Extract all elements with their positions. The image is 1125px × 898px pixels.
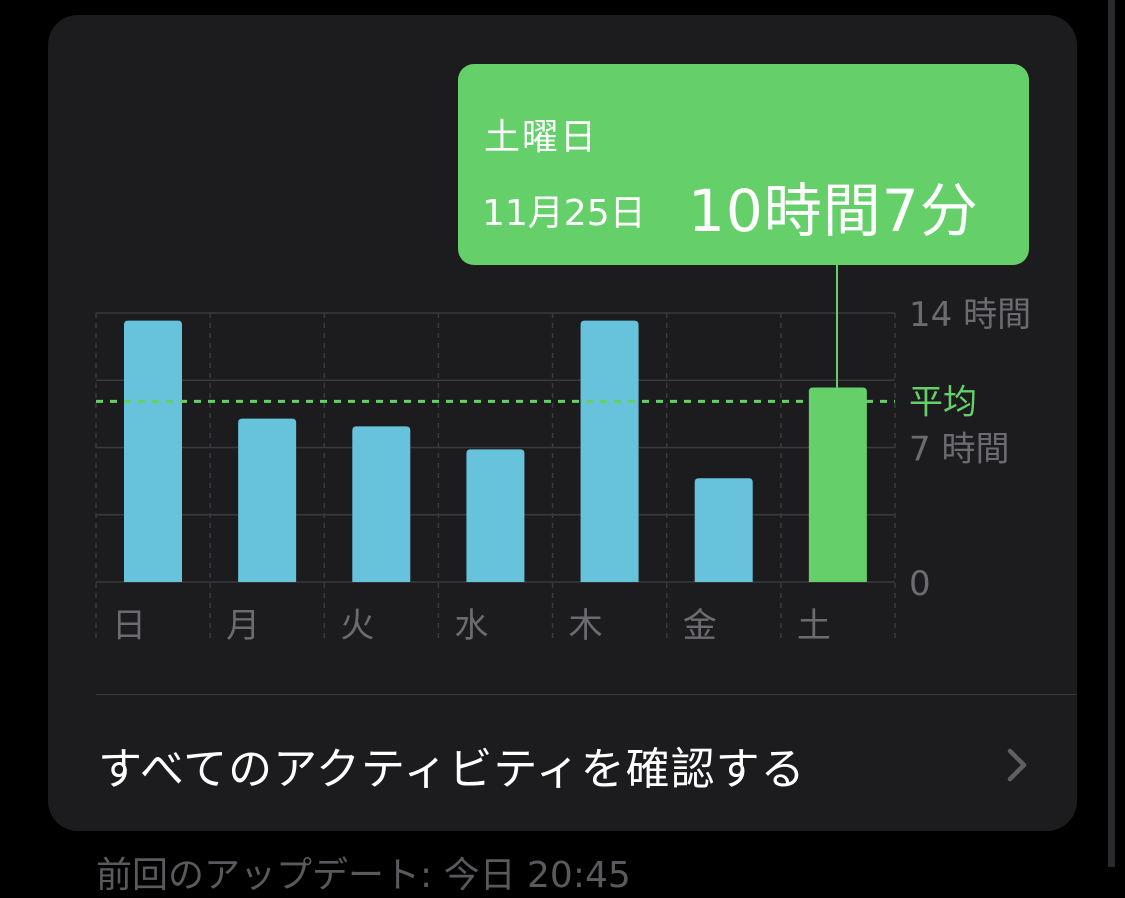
- y-tick-label: 0: [909, 564, 931, 604]
- bar-selected-土: [808, 387, 867, 582]
- x-tick-label-月: 月: [226, 606, 260, 646]
- section-divider: [96, 694, 1077, 695]
- x-tick-label-金: 金: [683, 606, 717, 646]
- tooltip-duration-value: 10時間7分: [688, 177, 979, 245]
- last-updated-text: 前回のアップデート: 今日 20:45: [96, 855, 631, 896]
- y-tick-label: 14 時間: [909, 295, 1031, 335]
- see-all-activity-row[interactable]: すべてのアクティビティを確認する: [48, 705, 1077, 831]
- x-tick-label-木: 木: [569, 606, 603, 646]
- average-label: 平均: [909, 382, 977, 422]
- x-tick-label-日: 日: [112, 606, 146, 646]
- x-tick-label-土: 土: [797, 606, 831, 646]
- bar-木: [580, 320, 639, 582]
- bar-月: [238, 418, 297, 582]
- see-all-activity-label: すべてのアクティビティを確認する: [98, 744, 806, 795]
- tooltip-connector-line: [836, 265, 838, 390]
- weekly-usage-chart: 平均 14 時間 7 時間 0 日 月 火 水 木 金 土: [95, 295, 1031, 646]
- selected-day-tooltip: 土曜日 11月25日 10時間7分: [458, 64, 1029, 265]
- bar-金: [694, 478, 753, 582]
- y-tick-label: 7 時間: [909, 430, 1009, 470]
- x-tick-label-火: 火: [340, 606, 374, 646]
- x-tick-label-水: 水: [454, 606, 488, 646]
- bar-火: [352, 426, 411, 582]
- screen-time-card: 平均 14 時間 7 時間 0 日 月 火 水 木 金 土 土曜日 11月25日 10時間7分 すべ…: [48, 15, 1077, 831]
- tooltip-date-label: 11月25日: [482, 193, 646, 234]
- scrollbar[interactable]: [1108, 0, 1115, 867]
- bar-日: [124, 320, 182, 582]
- chevron-right-icon: [1007, 748, 1027, 782]
- tooltip-day-label: 土曜日: [484, 117, 599, 158]
- bar-水: [466, 449, 525, 582]
